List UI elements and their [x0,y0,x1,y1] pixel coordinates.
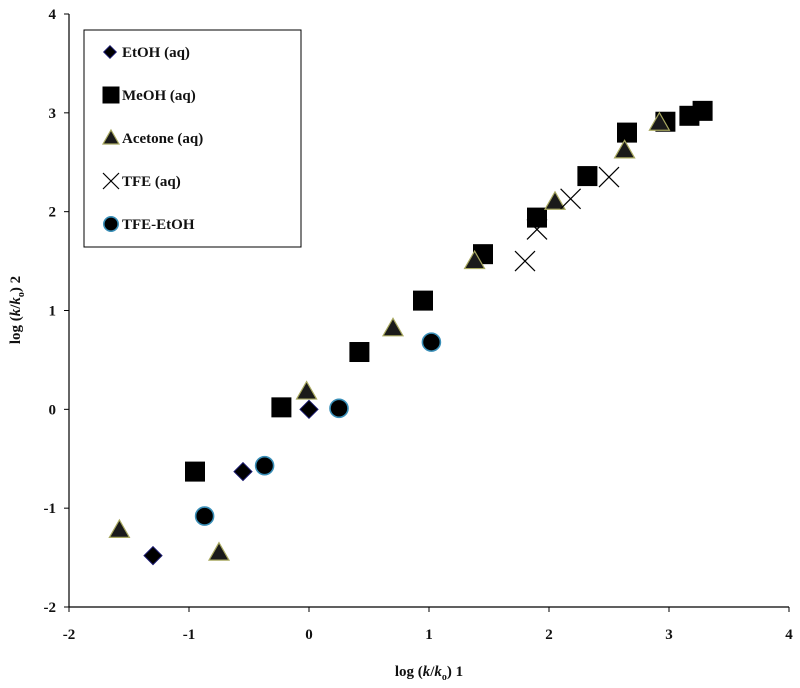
y-tick-label: 0 [49,402,57,418]
y-tick-label: -1 [44,501,57,517]
legend-label-tfe-aq: TFE (aq) [122,174,181,190]
legend-marker-tfe-etoh [103,216,120,233]
data-point-acetone-aq [613,139,636,159]
data-point-meoh-aq [577,166,598,187]
legend: EtOH (aq) MeOH (aq) Acetone (aq) TFE (aq) TF… [83,29,302,248]
legend-marker-etoh-aq [102,44,118,60]
legend-marker-tfe-aq [102,172,120,190]
x-tick-label: 3 [665,627,673,643]
data-point-tfe-etoh [254,455,275,476]
legend-marker-acetone-aq [101,128,121,145]
legend-items: EtOH (aq) MeOH (aq) Acetone (aq) TFE (aq) TF… [101,44,203,233]
x-tick-label: -1 [183,627,196,643]
y-tick-label: 2 [49,205,57,221]
legend-label-tfe-etoh: TFE-EtOH [122,217,195,233]
data-point-meoh-aq [185,461,205,482]
data-point-meoh-aq [271,397,292,418]
axes [64,13,790,612]
legend-label-meoh-aq: MeOH (aq) [122,88,196,104]
data-points [108,100,713,566]
data-point-meoh-aq [413,290,433,311]
data-point-tfe-aq [560,188,582,210]
legend-box [83,29,302,248]
y-tick-label: 3 [49,106,57,122]
legend-marker-meoh-aq [102,86,120,104]
x-tick-label: 4 [785,627,793,643]
data-point-etoh-aq [233,461,253,482]
data-point-meoh-aq [617,122,637,143]
data-point-acetone-aq [207,541,231,561]
data-point-tfe-aq [526,219,548,240]
tick-labels: -2 -1 0 1 2 3 4 -2 -1 0 1 2 3 4 [44,7,794,643]
x-axis-title: log (k/ko) 1 [395,664,463,683]
y-tick-label: -2 [44,600,57,616]
x-tick-label: 0 [305,627,313,643]
data-point-acetone-aq [295,380,318,400]
x-tick-label: -2 [63,627,76,643]
data-point-tfe-etoh [194,506,215,526]
x-tick-label: 2 [545,627,553,643]
data-point-acetone-aq [463,249,486,270]
data-point-meoh-aq [527,207,547,228]
data-point-etoh-aq [299,399,319,420]
data-point-meoh-aq [692,100,713,121]
data-point-acetone-aq [108,518,131,539]
x-tick-label: 1 [425,627,433,643]
data-point-tfe-aq [598,166,620,188]
data-point-meoh-aq [349,342,370,363]
y-tick-label: 1 [49,304,57,320]
legend-label-etoh-aq: EtOH (aq) [122,45,190,61]
y-tick-label: 4 [49,7,57,23]
data-point-acetone-aq [648,111,671,131]
data-point-acetone-aq [543,190,567,210]
data-point-tfe-aq [514,250,536,272]
data-point-tfe-etoh [329,398,349,419]
data-point-acetone-aq [381,317,405,337]
y-axis-title: log (k/ko) 2 [8,276,27,344]
data-point-tfe-etoh [421,332,442,352]
legend-label-acetone-aq: Acetone (aq) [122,131,203,147]
data-point-etoh-aq [143,545,163,566]
